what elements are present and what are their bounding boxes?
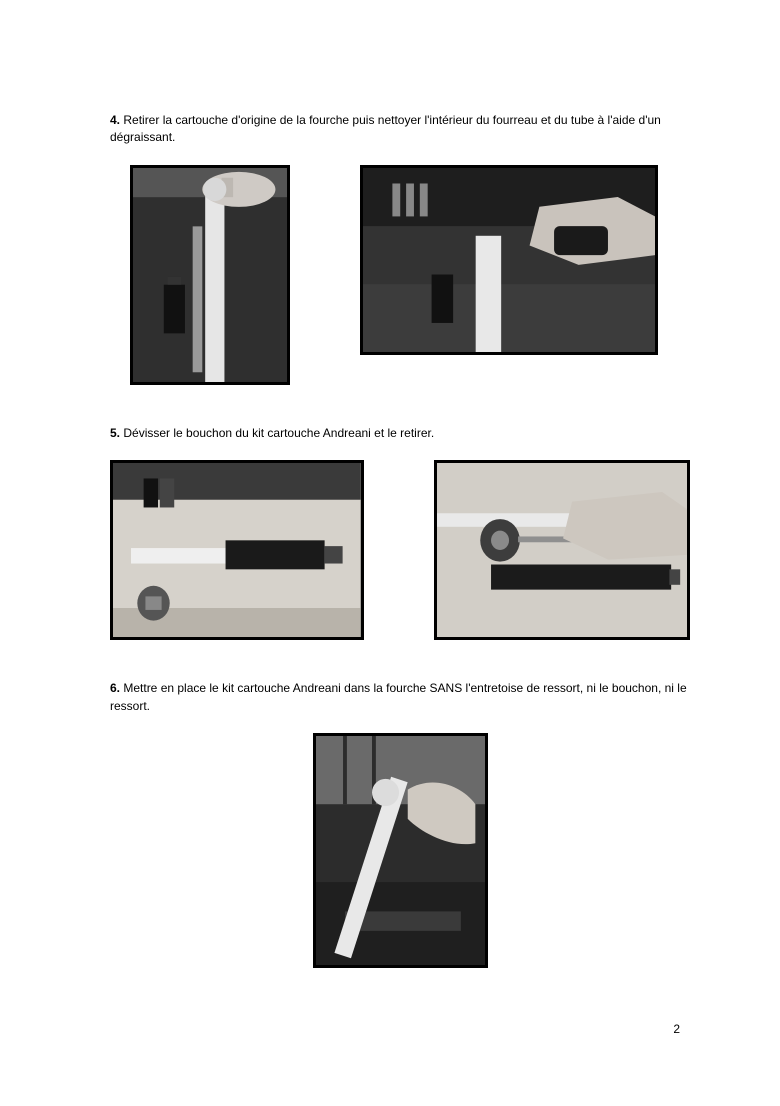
step-6-body: Mettre en place le kit cartouche Andrean… (110, 681, 687, 712)
step-4-number: 4. (110, 113, 120, 127)
step-6: 6. Mettre en place le kit cartouche Andr… (110, 680, 690, 968)
step-6-text: 6. Mettre en place le kit cartouche Andr… (110, 680, 690, 715)
figure-6 (313, 733, 488, 968)
step-4-figures-row (110, 165, 690, 385)
step-5-body: Dévisser le bouchon du kit cartouche And… (120, 426, 434, 440)
figure-4b (360, 165, 658, 355)
figure-4a (130, 165, 290, 385)
figure-5a (110, 460, 364, 640)
page-number: 2 (673, 1022, 680, 1036)
step-5-number: 5. (110, 426, 120, 440)
step-4-body: Retirer la cartouche d'origine de la fou… (110, 113, 661, 144)
step-4-text: 4. Retirer la cartouche d'origine de la … (110, 112, 690, 147)
step-6-number: 6. (110, 681, 120, 695)
step-6-figure-wrap (110, 733, 690, 968)
step-5-figures-row (110, 460, 690, 640)
figure-5b (434, 460, 690, 640)
step-4: 4. Retirer la cartouche d'origine de la … (110, 112, 690, 385)
step-5-text: 5. Dévisser le bouchon du kit cartouche … (110, 425, 690, 442)
document-page: 4. Retirer la cartouche d'origine de la … (0, 0, 780, 1106)
step-5: 5. Dévisser le bouchon du kit cartouche … (110, 425, 690, 640)
